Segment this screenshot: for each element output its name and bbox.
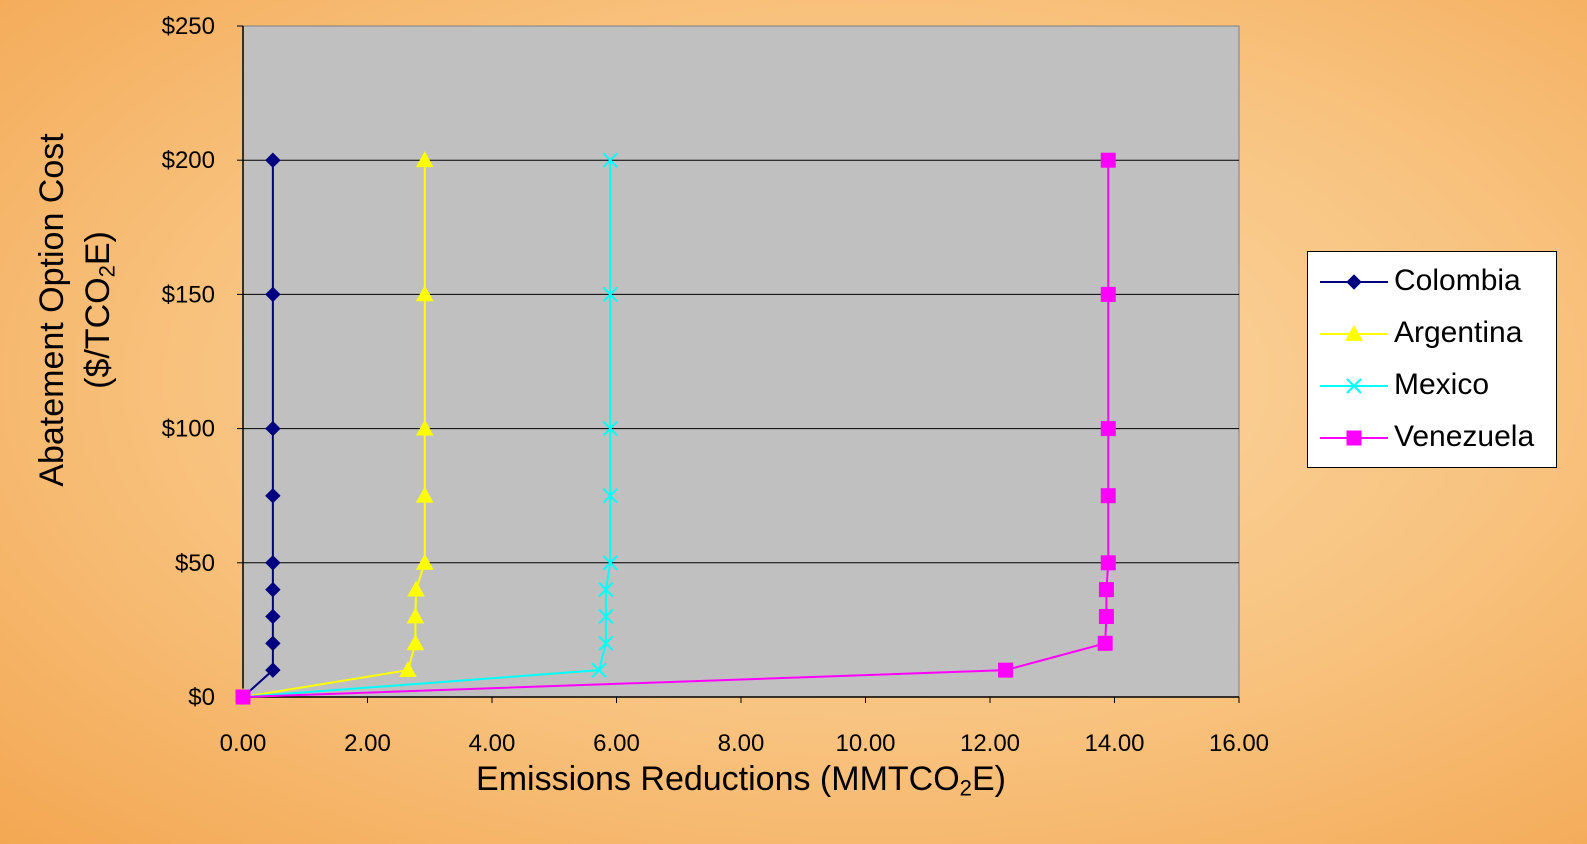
- legend-item-venezuela: Venezuela: [1308, 416, 1556, 462]
- legend-label-argentina: Argentina: [1394, 316, 1523, 349]
- data-point-venezuela: [1100, 488, 1116, 504]
- y-tick-label: $200: [162, 147, 215, 174]
- data-point-argentina: [415, 486, 434, 503]
- data-point-venezuela: [1098, 608, 1114, 624]
- legend: Colombia Argentina Mexico Venezuela: [1307, 251, 1557, 468]
- x-tick-label: 12.00: [960, 730, 1020, 757]
- data-point-colombia: [265, 420, 281, 437]
- plot-area: [242, 25, 1240, 698]
- y-axis-title-line2-sub: 2: [94, 265, 120, 278]
- series-line-venezuela: [242, 160, 1110, 698]
- data-point-venezuela: [1100, 286, 1116, 302]
- legend-item-mexico: Mexico: [1308, 364, 1556, 410]
- x-tick-label: 0.00: [220, 730, 267, 757]
- data-point-colombia: [265, 487, 281, 504]
- data-point-colombia: [265, 662, 281, 678]
- x-axis-title-tail: E): [971, 760, 1006, 798]
- legend-marker-mexico: [1346, 378, 1362, 394]
- data-point-argentina: [415, 285, 434, 302]
- x-tick-label: 14.00: [1084, 730, 1144, 757]
- axes: $0 $50 $100 $150 $200 $250 0.00 2.00 4.00 6.00 8.0…: [162, 13, 1269, 757]
- y-axis-title-line2-pre: ($/TCO: [79, 277, 117, 389]
- legend-item-argentina: Argentina: [1308, 312, 1556, 358]
- data-point-mexico: [598, 635, 614, 652]
- x-tick-label: 4.00: [469, 730, 516, 757]
- grid-lines: [243, 159, 1239, 564]
- x-tick-label: 10.00: [835, 730, 895, 757]
- data-point-colombia: [265, 635, 281, 652]
- data-point-colombia: [265, 581, 281, 598]
- y-tick-label: $100: [162, 416, 215, 443]
- data-point-colombia: [265, 555, 281, 571]
- y-tick-label: $0: [188, 684, 215, 711]
- series-mexico: [235, 152, 618, 705]
- data-point-argentina: [415, 151, 434, 168]
- x-axis-title-main: Emissions Reductions (MMTCO: [476, 760, 960, 798]
- legend-marker-venezuela: [1346, 430, 1362, 446]
- x-tick-label: 16.00: [1209, 730, 1269, 757]
- data-point-venezuela: [1100, 152, 1116, 168]
- data-point-argentina: [406, 634, 425, 651]
- legend-label-mexico: Mexico: [1394, 368, 1490, 401]
- data-point-venezuela: [235, 689, 251, 705]
- series-layer: [234, 151, 1116, 705]
- data-point-venezuela: [1097, 635, 1113, 651]
- legend-swatch-mexico: [1320, 378, 1388, 394]
- series-line-argentina: [242, 160, 426, 698]
- data-point-mexico: [598, 581, 614, 598]
- data-point-mexico: [602, 286, 618, 303]
- data-point-argentina: [407, 580, 425, 597]
- legend-swatch-argentina: [1320, 324, 1388, 341]
- data-point-colombia: [265, 286, 281, 303]
- legend-marker-argentina: [1345, 324, 1363, 341]
- data-point-venezuela: [1098, 582, 1114, 598]
- data-point-argentina: [415, 553, 434, 570]
- data-point-mexico: [602, 555, 618, 571]
- x-axis-title: Emissions Reductions (MMTCO2E): [243, 760, 1239, 799]
- legend-swatch-colombia: [1320, 274, 1388, 290]
- y-axis-title: Abatement Option Cost ($/TCO2E): [29, 133, 121, 486]
- data-point-colombia: [265, 608, 281, 625]
- data-point-mexico: [591, 662, 607, 678]
- data-point-colombia: [265, 152, 281, 168]
- data-point-argentina: [406, 607, 425, 624]
- legend-label-colombia: Colombia: [1394, 264, 1521, 297]
- data-point-mexico: [602, 152, 618, 168]
- data-point-mexico: [598, 608, 614, 625]
- data-point-mexico: [602, 420, 618, 437]
- y-axis-title-line1: Abatement Option Cost: [33, 133, 71, 487]
- data-point-venezuela: [1100, 555, 1116, 571]
- y-tick-label: $250: [162, 13, 215, 40]
- x-tick-label: 2.00: [344, 730, 391, 757]
- data-point-argentina: [415, 419, 434, 436]
- legend-marker-colombia: [1346, 274, 1362, 290]
- x-tick-label: 8.00: [718, 730, 765, 757]
- series-line-colombia: [242, 160, 274, 698]
- legend-label-venezuela: Venezuela: [1394, 420, 1535, 453]
- legend-item-colombia: Colombia: [1308, 260, 1556, 306]
- x-tick-label: 6.00: [593, 730, 640, 757]
- y-axis-title-line2-post: E): [79, 231, 117, 266]
- x-axis-title-sub: 2: [959, 775, 972, 801]
- series-line-mexico: [242, 160, 612, 698]
- y-tick-label: $50: [175, 550, 215, 577]
- data-point-argentina: [399, 661, 417, 678]
- data-point-mexico: [602, 487, 618, 504]
- data-point-venezuela: [1100, 421, 1116, 437]
- y-tick-label: $150: [162, 281, 215, 308]
- series-argentina: [234, 151, 434, 704]
- data-point-venezuela: [998, 662, 1014, 678]
- legend-swatch-venezuela: [1320, 430, 1388, 446]
- series-venezuela: [235, 152, 1116, 705]
